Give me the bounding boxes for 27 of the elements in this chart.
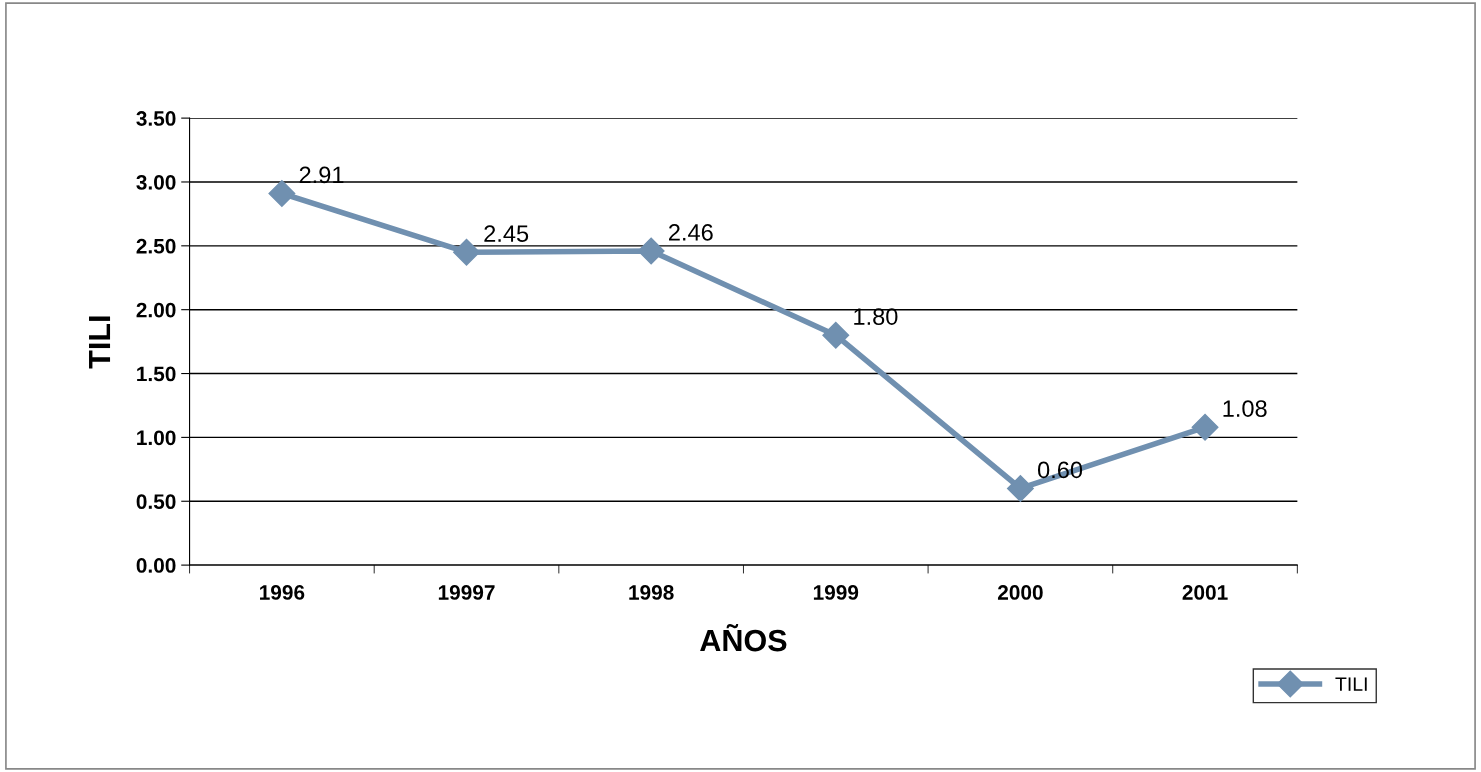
point — [1006, 475, 1034, 502]
data-label: 1.08 — [1223, 400, 1267, 417]
x-tick-label: 1998 — [629, 585, 674, 600]
x-tick-label: 2000 — [997, 585, 1043, 600]
point — [637, 237, 665, 265]
x-tick-label: 19997 — [438, 585, 495, 600]
point — [268, 180, 296, 207]
data-label: 2.91 — [299, 166, 344, 184]
y-tick-label: 0.00 — [136, 558, 176, 573]
x-axis-title: AÑOS — [700, 623, 787, 652]
point — [1191, 413, 1219, 441]
point — [822, 321, 850, 349]
y-axis-title: TILI — [89, 316, 111, 369]
y-tick-label: 1.00 — [137, 430, 176, 446]
x-tick-label: 1999 — [813, 585, 859, 600]
x-tick-label: 1996 — [260, 585, 305, 600]
y-tick-label: 1.50 — [137, 366, 176, 382]
y-tick-label: 3.00 — [136, 174, 176, 190]
point — [453, 238, 480, 266]
y-tick-label: 2.00 — [136, 302, 176, 318]
y-tick-label: 0.50 — [136, 494, 176, 509]
x-tick-label: 2001 — [1182, 585, 1228, 600]
y-tick-label: 2.50 — [136, 238, 176, 254]
y-tick-label: 3.50 — [136, 111, 176, 126]
data-label: 2.45 — [484, 225, 529, 242]
legend-label: TILI — [1335, 677, 1367, 691]
data-label: 2.46 — [669, 223, 713, 241]
